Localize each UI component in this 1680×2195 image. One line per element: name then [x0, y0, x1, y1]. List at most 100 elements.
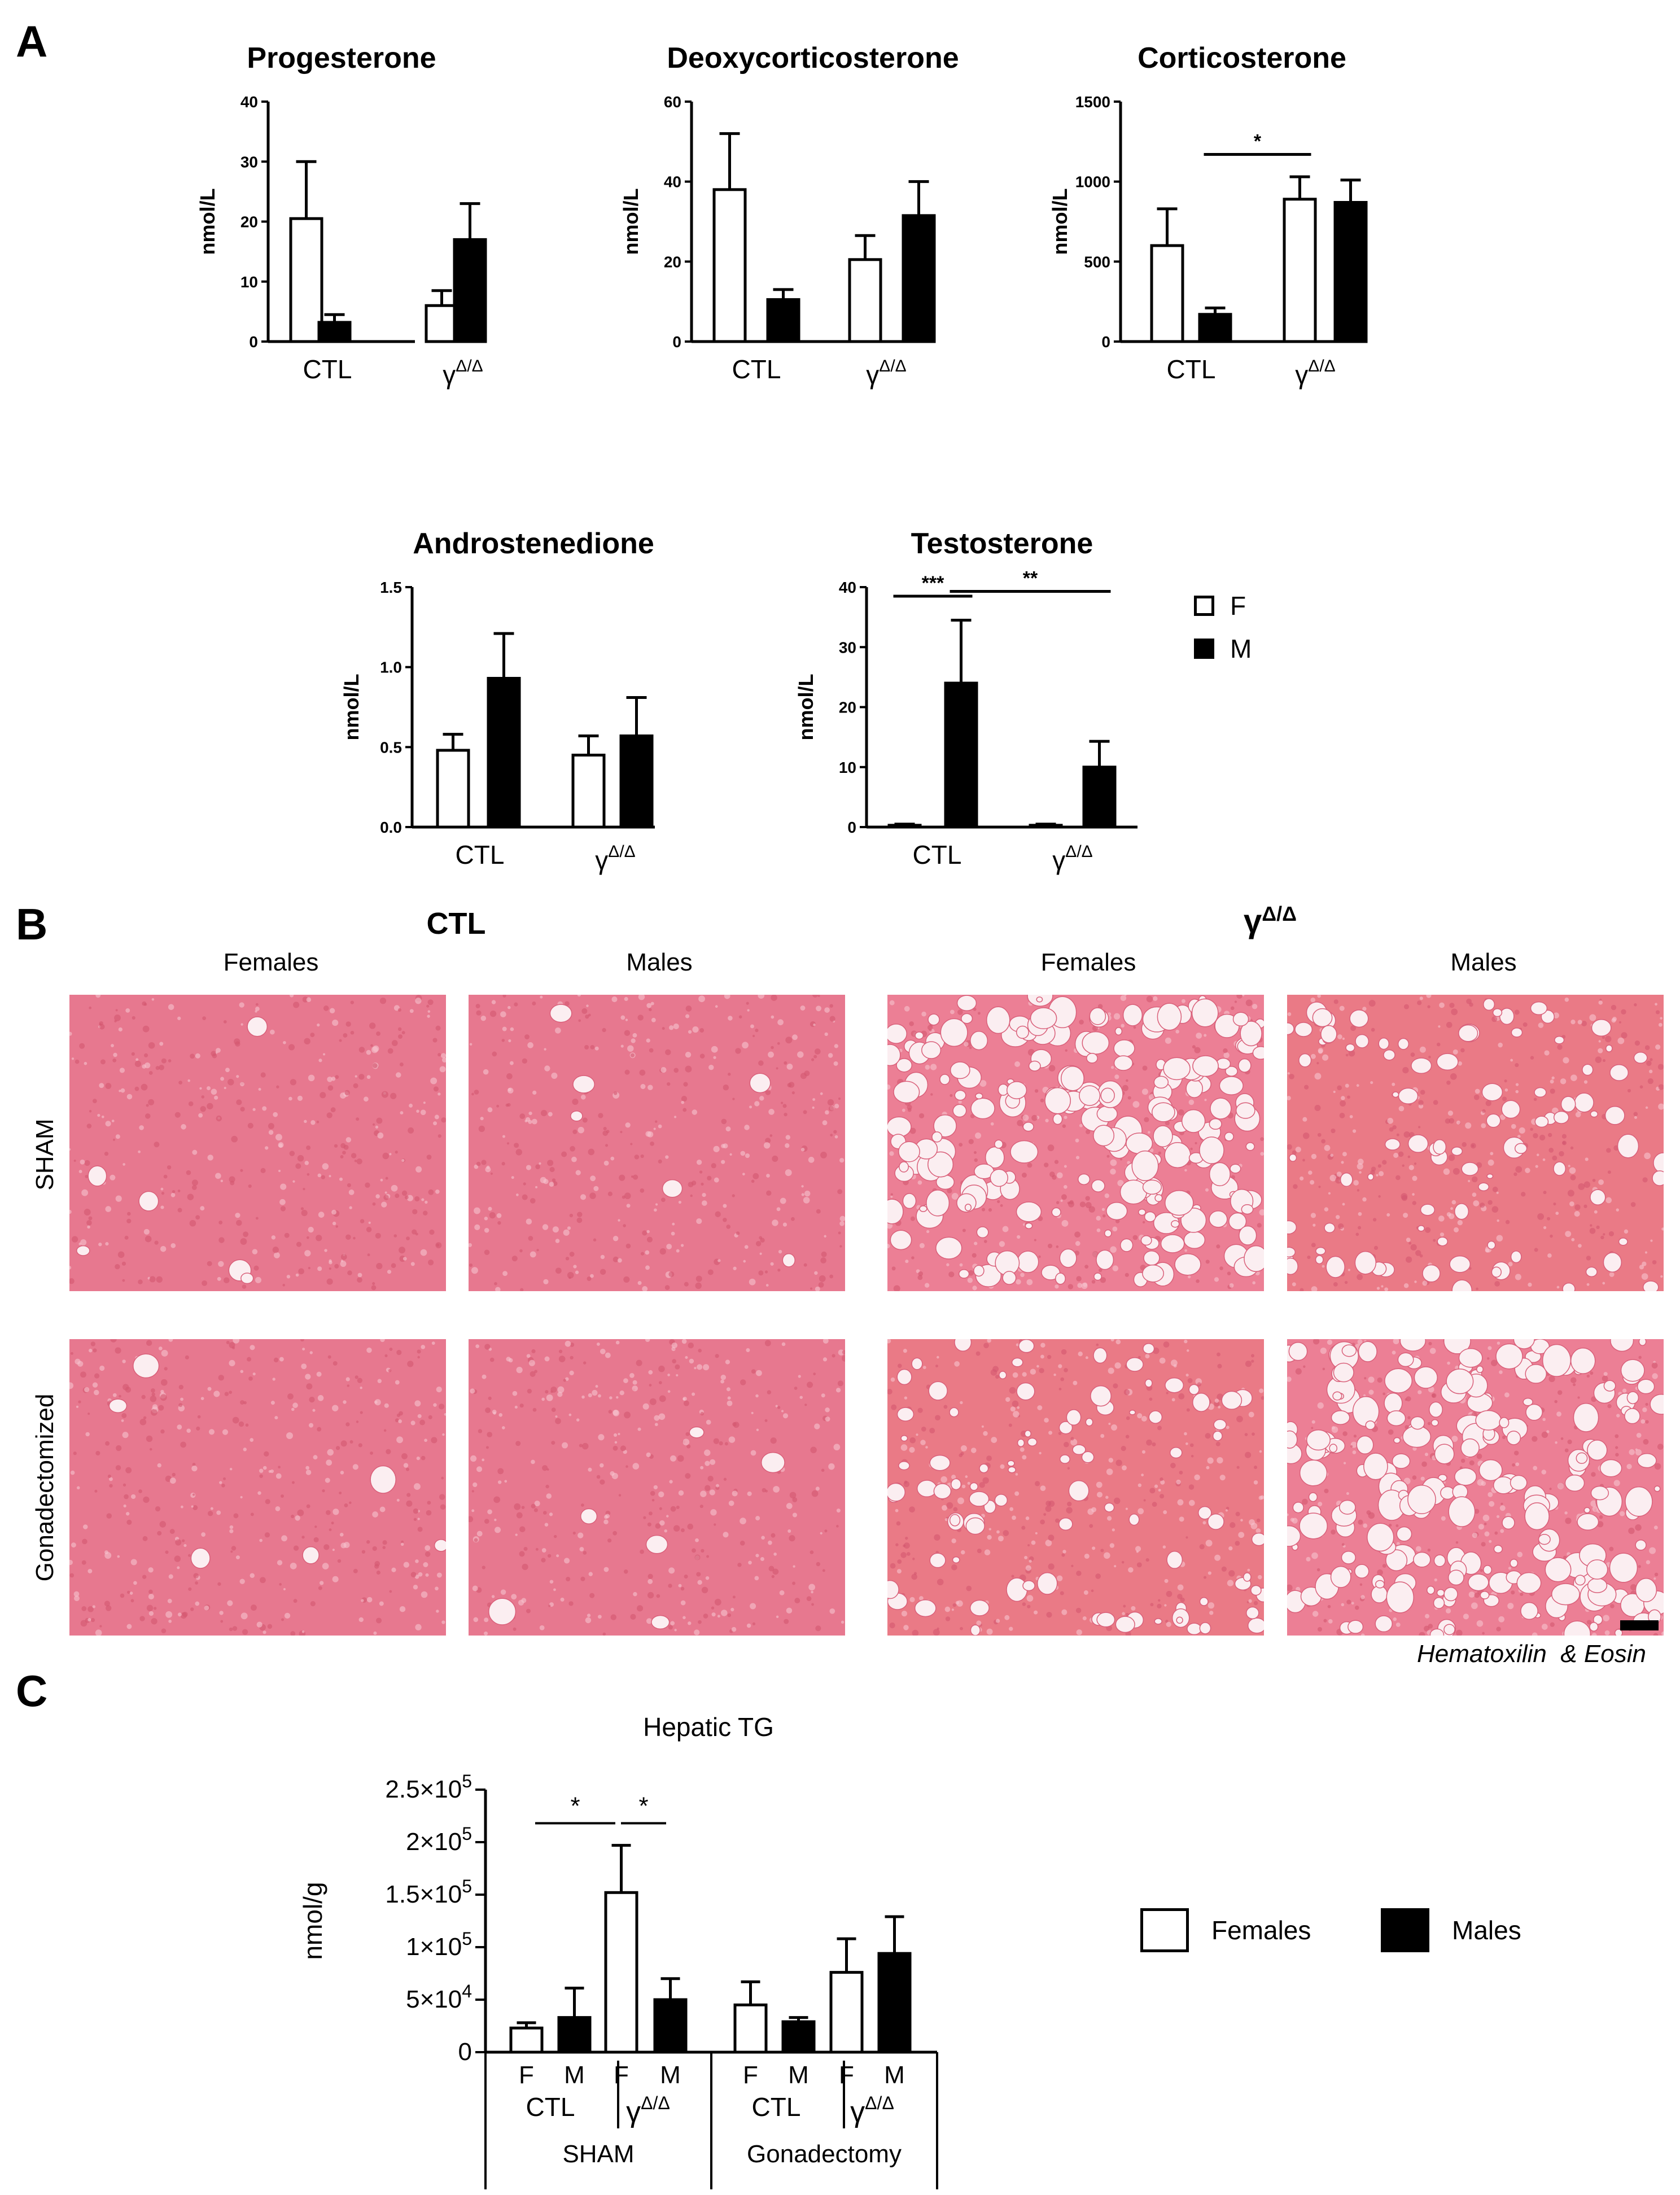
- y-tick-label: 0.0: [380, 819, 402, 836]
- x-sex-label: F: [614, 2061, 629, 2089]
- histology-col-2: Males: [626, 948, 693, 976]
- histology-ko-female-gdx: [887, 1339, 1264, 1636]
- bar-female-ko: [1283, 198, 1317, 343]
- x-subgroup-ko: γΔ/Δ: [850, 2093, 894, 2128]
- histology-ko-female-sham: [887, 995, 1264, 1291]
- histology-texture: [887, 995, 1264, 1291]
- histology-group-ko-base: γ: [1243, 903, 1262, 940]
- bar-female-ctl: [712, 188, 747, 343]
- legend-f-swatch: [1194, 596, 1214, 616]
- x-sex-label: M: [788, 2061, 809, 2089]
- bar-male-ko: [1082, 766, 1117, 829]
- x-subgroup-ko: γΔ/Δ: [626, 2093, 670, 2128]
- y-tick-label: 20: [664, 253, 681, 270]
- x-label-ko: γΔ/Δ: [866, 357, 906, 390]
- y-tick-label: 0.5: [380, 738, 402, 756]
- chart-title: Corticosterone: [1138, 42, 1346, 75]
- bar-female-ko: [571, 754, 606, 829]
- stain-label: Hematoxilin & Eosin: [1417, 1640, 1646, 1668]
- x-sex-label: M: [884, 2061, 905, 2089]
- panel-b-letter: B: [16, 899, 48, 949]
- legend-c: Females Males: [1140, 1908, 1521, 1952]
- bar-male-ko: [902, 214, 936, 343]
- histology-texture: [887, 1339, 1264, 1636]
- x-label-ko: γΔ/Δ: [595, 842, 635, 875]
- histology-ko-male-sham: [1287, 995, 1664, 1291]
- x-group-gonadectomy: Gonadectomy: [747, 2140, 902, 2168]
- bar-female: [733, 2003, 768, 2054]
- bar-male: [557, 2016, 592, 2054]
- chart-deoxycorticosterone: Deoxycorticosterone nmol/L 0 20 40 60 CTL γΔ/Δ: [619, 42, 959, 390]
- bar-male-ctl: [487, 677, 521, 829]
- y-axis-label: nmol/L: [340, 674, 363, 741]
- bar-female-ctl: [436, 749, 470, 829]
- significance-label: *: [1254, 131, 1262, 152]
- bar-female: [829, 1971, 864, 2054]
- bar-male: [781, 2020, 816, 2054]
- y-tick-label: 5×104: [406, 1981, 472, 2013]
- y-axis-label: nmol/L: [196, 189, 219, 255]
- chart-androstenedione: Androstenedione nmol/L 0.0 0.5 1.0 1.5 CTL γΔ/Δ: [340, 527, 655, 875]
- histology-col-3: Females: [1040, 948, 1136, 976]
- x-label-ctl: CTL: [732, 355, 781, 384]
- y-tick-label: 40: [240, 93, 258, 111]
- bar-male-ko: [1333, 201, 1368, 343]
- y-tick-label: 0: [249, 333, 258, 351]
- y-tick-label: 0: [672, 333, 681, 351]
- chart-title: Hepatic TG: [643, 1712, 774, 1742]
- legend-a: F M: [1194, 590, 1252, 664]
- histology-ctl-female-gdx: [69, 1339, 446, 1636]
- histology-ko-male-gdx: [1287, 1339, 1664, 1636]
- legend-f-item: F: [1194, 590, 1252, 622]
- y-axis-label: nmol/L: [794, 674, 817, 741]
- x-label-ko: γΔ/Δ: [1052, 842, 1092, 875]
- y-tick-label: 1.5: [380, 579, 402, 596]
- x-sex-label: F: [839, 2061, 854, 2089]
- chart-title: Androstenedione: [413, 527, 654, 560]
- histology-texture: [469, 995, 845, 1291]
- bar-female-ctl: [887, 824, 922, 829]
- bar-male-ctl: [317, 321, 352, 343]
- significance-label: *: [570, 1792, 580, 1820]
- chart-title: Deoxycorticosterone: [667, 42, 959, 75]
- x-label-ko: γΔ/Δ: [1295, 357, 1335, 390]
- y-tick-label: 0: [458, 2038, 472, 2066]
- x-label-ko: γΔ/Δ: [443, 357, 483, 390]
- bar-male: [653, 1998, 688, 2054]
- chart-title: Progesterone: [247, 42, 436, 75]
- y-tick-label: 0: [1101, 333, 1110, 351]
- y-axis-label: nmol/g: [298, 1882, 327, 1960]
- y-tick-label: 30: [240, 153, 258, 170]
- significance-label: ***: [922, 572, 944, 594]
- histology-texture: [469, 1339, 845, 1636]
- bar-female-ctl: [1150, 244, 1184, 343]
- x-group-sham: SHAM: [562, 2140, 634, 2168]
- x-label-ctl: CTL: [456, 840, 505, 869]
- legend-males-swatch: [1381, 1908, 1429, 1952]
- chart-corticosterone: Corticosterone nmol/L 0 500 1000 1500 CTL γΔ/Δ *: [1048, 42, 1368, 390]
- x-sex-label: M: [564, 2061, 585, 2089]
- y-tick-label: 1.0: [380, 659, 402, 676]
- histology-texture: [1287, 1339, 1664, 1636]
- histology-texture: [69, 1339, 446, 1636]
- bar-male: [877, 1952, 912, 2054]
- y-tick-label: 0: [847, 819, 856, 836]
- chart-title: Testosterone: [911, 527, 1093, 560]
- histology-ctl-male-sham: [469, 995, 845, 1291]
- x-subgroup-ctl: CTL: [752, 2092, 801, 2122]
- x-label-ctl: CTL: [1167, 355, 1216, 384]
- panel-a-letter: A: [16, 16, 48, 66]
- bar-female-ctl: [289, 217, 323, 343]
- y-tick-label: 1×105: [406, 1929, 472, 1961]
- x-label-ctl: CTL: [303, 355, 352, 384]
- y-tick-label: 40: [839, 579, 856, 596]
- legend-m-item: M: [1194, 633, 1252, 664]
- significance-label: *: [638, 1792, 648, 1820]
- histology-ctl-female-sham: [69, 995, 446, 1291]
- bar-male-ctl: [1198, 313, 1232, 343]
- legend-females-swatch: [1140, 1908, 1189, 1952]
- bar-male-ko: [453, 238, 487, 343]
- chart-progesterone: Progesterone nmol/L 0 10 20 30 40 CTL γΔ/Δ: [196, 42, 487, 390]
- legend-f-label: F: [1230, 591, 1246, 620]
